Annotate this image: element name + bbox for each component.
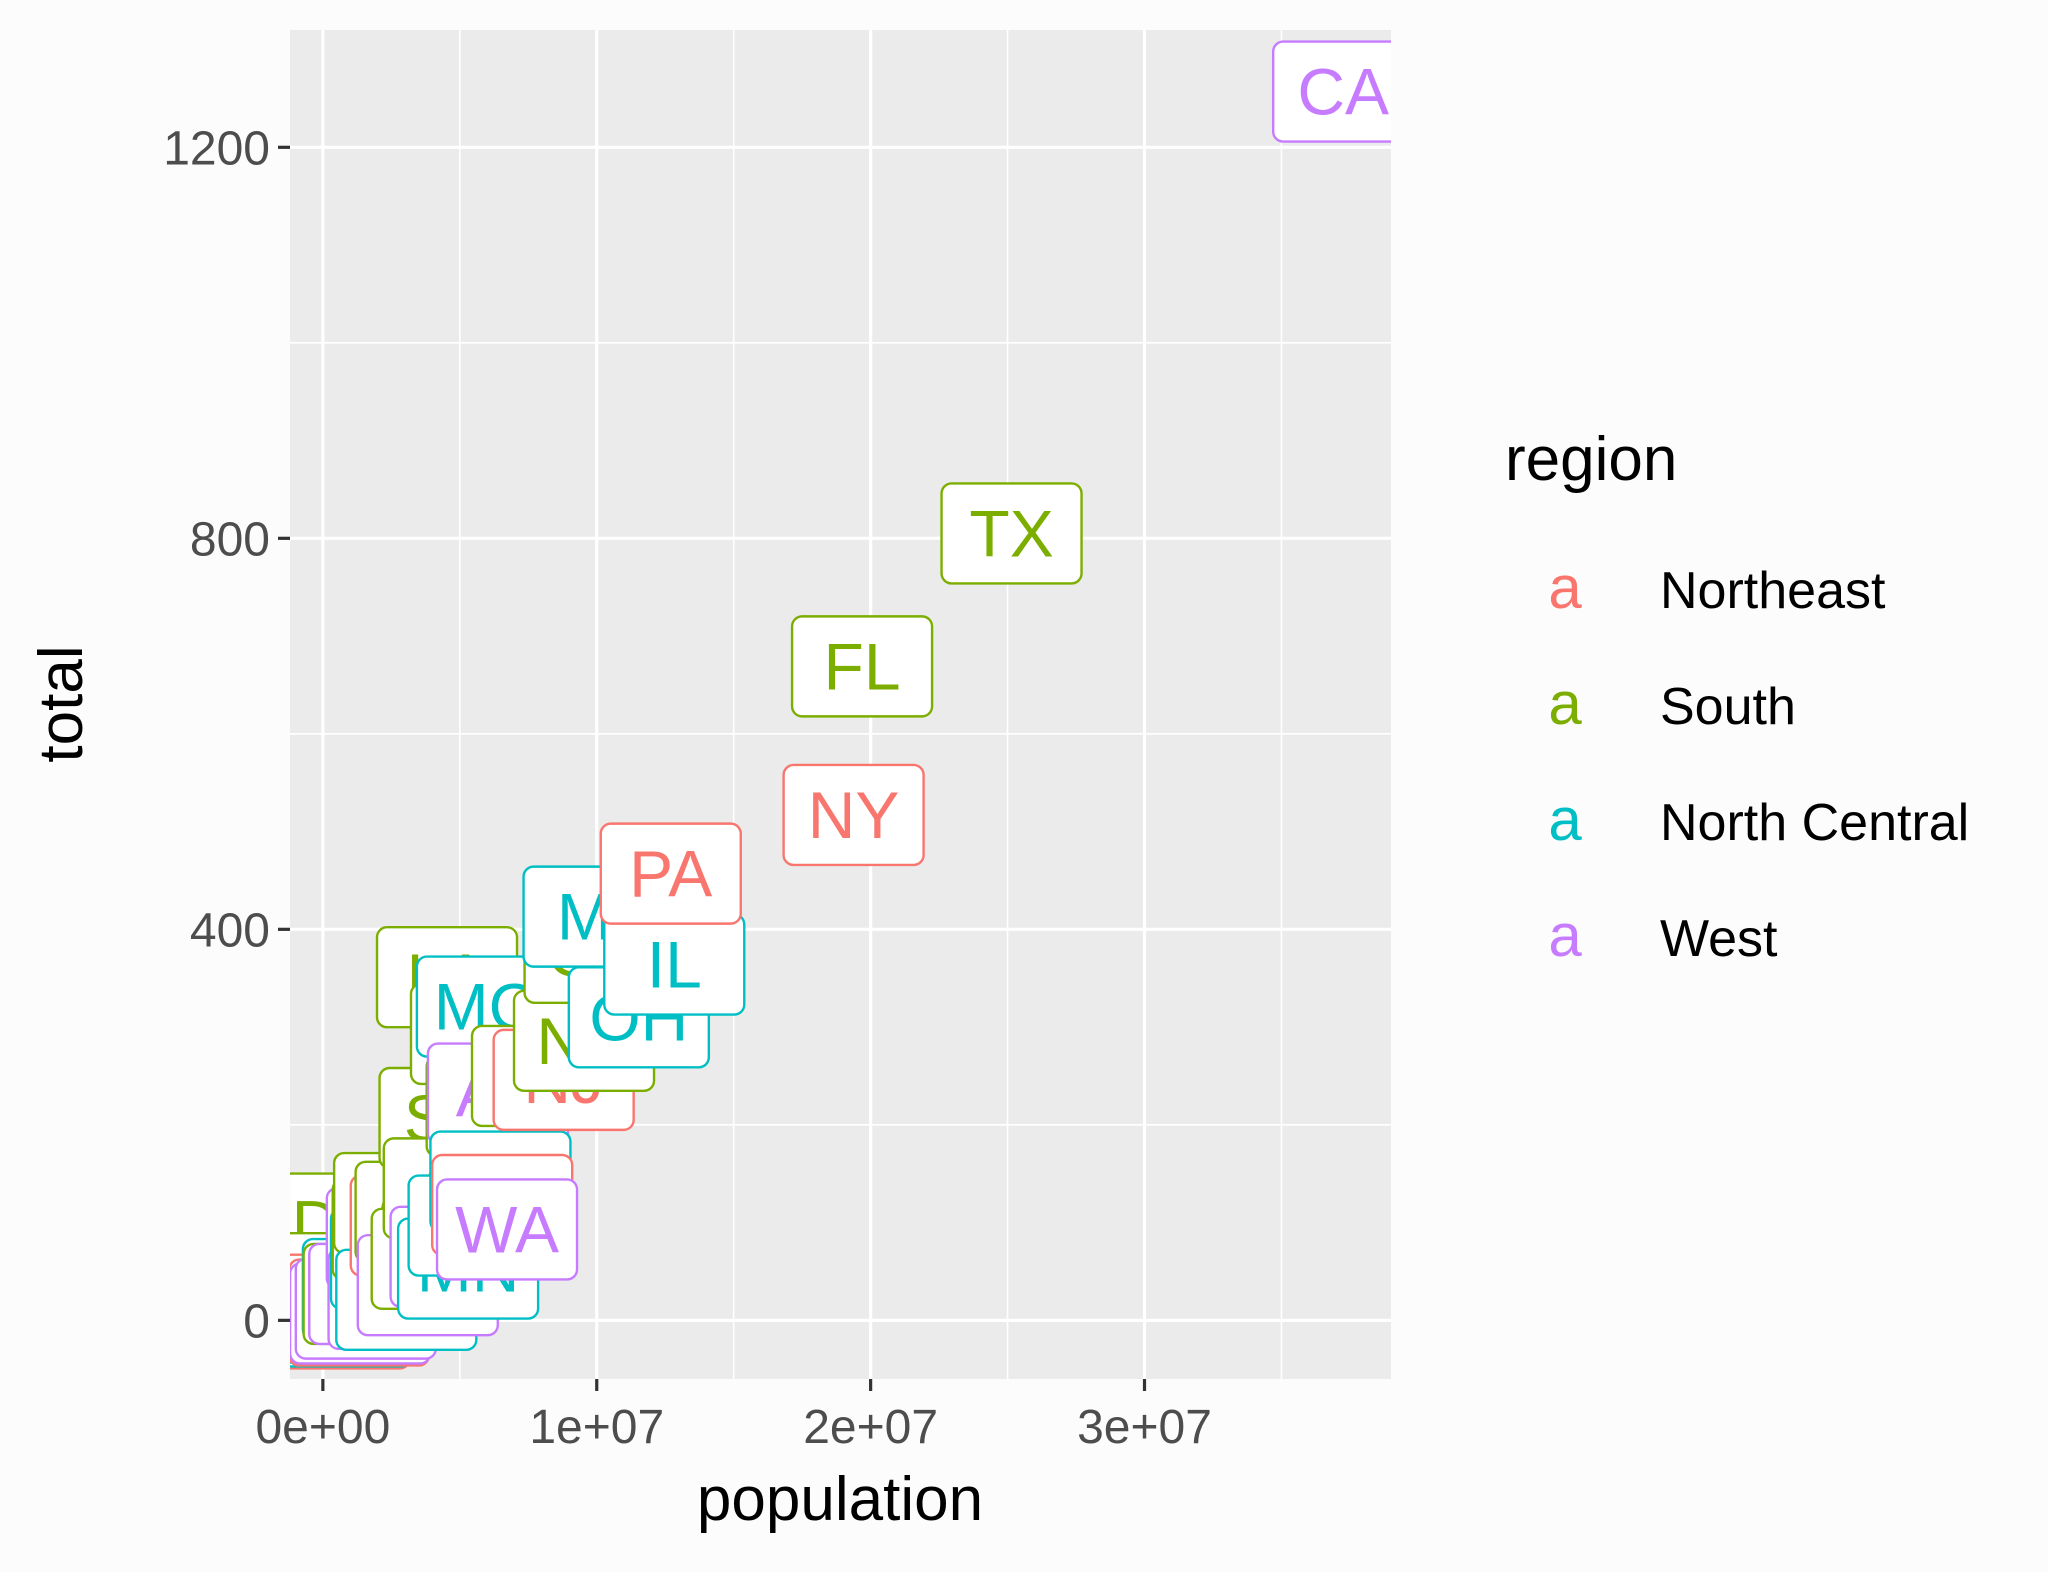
- y-axis-title: total: [27, 645, 96, 762]
- point-label-text: IL: [647, 928, 702, 1002]
- point-label-text: CA: [1297, 55, 1389, 129]
- point-label: CA: [1271, 40, 1391, 143]
- x-tick-label: 2e+07: [803, 1401, 938, 1454]
- point-label-text: PA: [629, 837, 712, 911]
- point-label: IL: [603, 913, 746, 1016]
- x-tick-label: 3e+07: [1077, 1401, 1212, 1454]
- legend-key: a: [1548, 786, 1582, 853]
- legend-key: a: [1548, 902, 1582, 969]
- x-tick-label: 0e+00: [255, 1401, 390, 1454]
- point-label-text: NY: [808, 778, 900, 852]
- legend-key: a: [1548, 554, 1582, 621]
- point-label: NY: [782, 763, 925, 867]
- point-label-text: FL: [824, 629, 901, 703]
- point-label-box: [782, 763, 925, 867]
- x-axis-title: population: [697, 1465, 983, 1534]
- legend-key: a: [1548, 670, 1582, 737]
- legend-label: South: [1660, 678, 1796, 736]
- legend-label: West: [1660, 910, 1778, 968]
- y-axis: 0 400 800 1200: [163, 122, 290, 1348]
- point-label: FL: [790, 615, 934, 718]
- point-label: PA: [599, 822, 742, 925]
- y-tick-label: 0: [243, 1295, 270, 1348]
- point-label-box: [1271, 40, 1391, 143]
- points-layer: DCVTNDAKSDDEMTRINHMEHIIDNEWVNMNVUTKSARMS…: [290, 40, 1391, 1370]
- legend-label: Northeast: [1660, 562, 1886, 620]
- point-label-box: [599, 822, 742, 925]
- point-label-box: [790, 615, 934, 718]
- point-label-box: [435, 1178, 579, 1281]
- y-tick-label: 1200: [163, 122, 270, 175]
- legend: region a Northeast a South a North Central a We…: [1505, 425, 1969, 969]
- legend-title: region: [1505, 425, 1677, 494]
- point-label-box: [940, 482, 1083, 585]
- point-label: WA: [435, 1178, 579, 1281]
- legend-label: North Central: [1660, 794, 1969, 852]
- point-label-text: WA: [455, 1192, 559, 1266]
- point-label-text: TX: [969, 496, 1053, 570]
- x-axis: 0e+00 1e+07 2e+07 3e+07: [255, 1379, 1212, 1454]
- y-tick-label: 400: [190, 904, 270, 957]
- y-tick-label: 800: [190, 513, 270, 566]
- point-label: TX: [940, 482, 1083, 585]
- x-tick-label: 1e+07: [529, 1401, 664, 1454]
